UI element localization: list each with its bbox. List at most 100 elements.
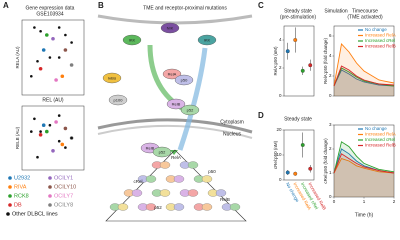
legend-swatch — [8, 176, 12, 180]
legend-label: Increased cRel — [365, 137, 395, 142]
legend-label: Increased cRel — [365, 38, 395, 43]
point — [63, 48, 68, 52]
legend-swatch — [8, 194, 12, 198]
section-header: Simulation — [324, 8, 348, 14]
compartment-label: Nucleus — [223, 131, 242, 137]
point — [45, 129, 49, 134]
y-tick-label: 3 — [329, 122, 332, 127]
point — [69, 63, 74, 67]
point — [39, 130, 42, 133]
legend-label: RIVA — [14, 184, 27, 190]
legend-label: OCILY7 — [54, 193, 73, 199]
diagram: TME and receptor-proximal mutations NIK IK… — [97, 5, 253, 222]
point — [54, 120, 58, 124]
plot-frame — [283, 25, 315, 97]
protein — [162, 68, 182, 80]
chart-subtitle: (TME activated) — [347, 14, 383, 20]
legend-label: Increased RelA — [365, 33, 396, 38]
protein — [160, 22, 180, 34]
protein-label: p52 — [159, 149, 166, 154]
series-area — [334, 66, 394, 96]
protein — [166, 98, 186, 110]
dimer — [187, 189, 199, 197]
point — [300, 143, 305, 147]
series-line — [333, 43, 395, 87]
y-tick-label: 4 — [279, 37, 282, 42]
protein — [152, 146, 172, 158]
point — [39, 29, 42, 33]
y-axis-label: RelA:p50 (fold change) — [323, 37, 328, 84]
plot-frame — [21, 105, 85, 171]
compartment-label: Cytoplasm — [220, 119, 244, 125]
y-axis-label: cRel:p50 (nM) — [273, 140, 278, 169]
dimer — [159, 189, 171, 197]
legend-swatch — [48, 176, 52, 180]
point — [33, 26, 36, 29]
panel-label: C — [258, 1, 264, 10]
protein — [122, 34, 142, 46]
point — [45, 33, 49, 37]
point — [293, 38, 298, 42]
legend-swatch — [8, 185, 12, 189]
y-tick-label: 0 — [279, 93, 282, 98]
plot-frame — [333, 25, 395, 97]
dimer — [117, 203, 129, 211]
series-area — [334, 68, 394, 96]
point — [30, 74, 33, 78]
y-tick-label: 1 — [329, 170, 332, 175]
y-axis-label: RELA (AU) — [15, 46, 20, 69]
protein-label: p100 — [114, 97, 124, 102]
point — [70, 41, 73, 44]
point — [293, 171, 298, 176]
point — [51, 149, 55, 153]
chart-title: Timecourse — [352, 8, 378, 14]
point — [308, 63, 313, 68]
dimer — [145, 175, 157, 183]
panel-label: D — [258, 111, 264, 120]
legend-label: U2932 — [14, 175, 30, 181]
y-tick-label: 20 — [276, 127, 282, 132]
series-line — [333, 69, 395, 87]
series-area — [334, 70, 394, 96]
x-tick-label: 2 — [393, 199, 396, 204]
legend-label: RCK8 — [14, 193, 29, 199]
x-axis-label: Time (h) — [355, 212, 374, 218]
protein-label: IκBα — [108, 75, 117, 80]
dimer — [215, 189, 227, 197]
point — [308, 166, 313, 171]
legend-label: DB — [14, 202, 22, 208]
y-axis-label: RelA:p50 (nM) — [273, 46, 278, 76]
series-area — [334, 153, 394, 197]
dimer — [145, 203, 157, 211]
point — [60, 74, 65, 79]
arrow — [177, 47, 208, 151]
protein-label: NIK — [167, 25, 174, 30]
protein-label: IKK — [129, 37, 136, 42]
chart-title: Steady state — [284, 116, 312, 122]
y-tick-label: 6 — [329, 33, 332, 38]
chart-title: Gene expression data — [26, 5, 75, 11]
point — [64, 146, 67, 149]
legend-label: OCILY10 — [54, 184, 76, 190]
point — [36, 155, 39, 159]
point — [64, 33, 67, 37]
point — [38, 66, 43, 71]
series-line — [333, 158, 395, 174]
protein — [174, 74, 194, 86]
point — [54, 78, 58, 82]
protein-label: RelB — [172, 101, 181, 106]
protein-label: IKK — [204, 37, 211, 42]
y-tick-label: 2 — [329, 146, 332, 151]
series-area — [334, 158, 394, 197]
series-line — [333, 153, 395, 174]
point — [63, 126, 68, 131]
x-tick-label: 0 — [333, 199, 336, 204]
dimer — [173, 175, 185, 183]
dimer — [173, 203, 185, 211]
chart-title: Steady state — [284, 8, 312, 14]
dimer — [159, 161, 171, 169]
legend-swatch — [48, 185, 52, 189]
point — [41, 48, 46, 52]
plot-frame — [21, 19, 85, 96]
y-tick-label: 0 — [329, 194, 332, 199]
